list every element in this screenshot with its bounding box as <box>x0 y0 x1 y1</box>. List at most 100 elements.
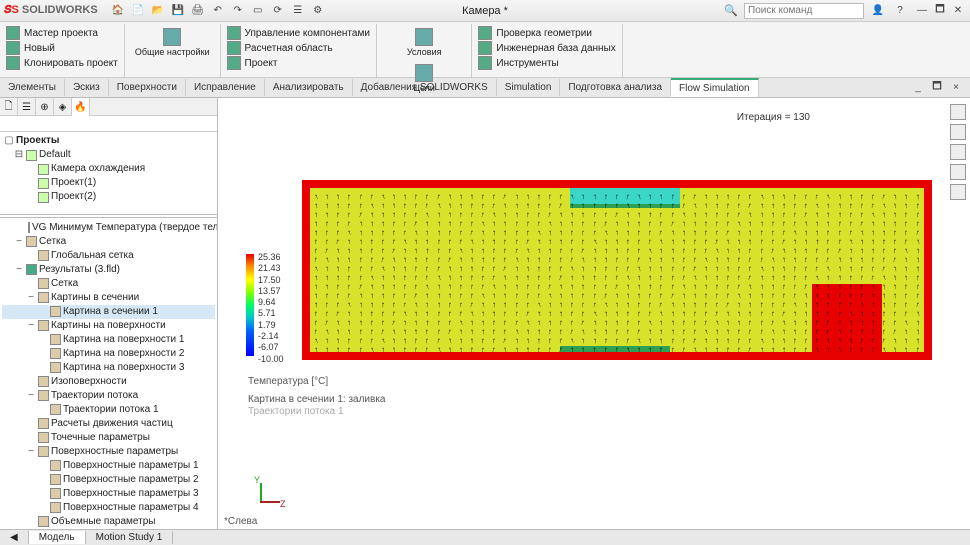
panel-tab-feature[interactable]: 🗋 <box>0 98 18 116</box>
tab-nav-prev[interactable]: ◀ <box>0 531 29 544</box>
home-icon[interactable]: 🏠 <box>110 3 126 19</box>
settings-icon[interactable]: ⚙ <box>310 3 326 19</box>
cmd-tab[interactable]: Добавления SOLIDWORKS <box>353 79 497 96</box>
panel-tab-property[interactable]: ☰ <box>18 98 36 116</box>
maximize-button[interactable]: 🗖 <box>932 4 948 18</box>
open-icon[interactable]: 📂 <box>150 3 166 19</box>
cmd-tab[interactable]: Поверхности <box>109 79 186 96</box>
doc-close-icon[interactable]: × <box>948 80 964 96</box>
help-icon[interactable]: ? <box>892 3 908 19</box>
tree-node[interactable]: Точечные параметры <box>2 431 215 445</box>
tree-node[interactable]: Поверхностные параметры 1 <box>2 459 215 473</box>
cmd-tab[interactable]: Элементы <box>0 79 65 96</box>
tree-node[interactable]: − Поверхностные параметры <box>2 445 215 459</box>
tree-node[interactable]: Объемные параметры <box>2 515 215 529</box>
clone-project-label[interactable]: Клонировать проект <box>24 58 118 69</box>
general-settings-button[interactable]: Общие настройки <box>131 26 214 60</box>
doc-min-icon[interactable]: _ <box>910 80 926 96</box>
tree-node[interactable]: Картина на поверхности 1 <box>2 333 215 347</box>
undo-icon[interactable]: ↶ <box>210 3 226 19</box>
tree-node[interactable]: Проект(1) <box>2 176 215 190</box>
components-label[interactable]: Управление компонентами <box>245 28 370 39</box>
domain-label[interactable]: Расчетная область <box>245 43 333 54</box>
tree-node[interactable]: − Картины в сечении <box>2 291 215 305</box>
project-label[interactable]: Проект <box>245 58 278 69</box>
tree-node[interactable]: Камера охлаждения <box>2 162 215 176</box>
cmd-tab[interactable]: Анализировать <box>265 79 353 96</box>
analysis-tree[interactable]: VG Минимум Температура (твердое тело) 2 … <box>0 219 217 529</box>
tree-node[interactable]: Расчеты движения частиц <box>2 417 215 431</box>
tree-node[interactable]: Поверхностные параметры 3 <box>2 487 215 501</box>
minimize-button[interactable]: — <box>914 4 930 18</box>
tree-node[interactable]: Сетка <box>2 277 215 291</box>
ribbon-button[interactable]: Условия <box>383 26 465 60</box>
bottom-tab[interactable]: Motion Study 1 <box>86 531 174 544</box>
panel-splitter[interactable] <box>0 214 217 218</box>
tree-node[interactable]: Траектории потока 1 <box>2 403 215 417</box>
tree-node[interactable]: − Сетка <box>2 235 215 249</box>
top-view-icon[interactable] <box>950 104 966 120</box>
tree-node[interactable]: Изоповерхности <box>2 375 215 389</box>
graphics-viewport[interactable]: Итерация = 130 25.3621.4317.5013.579.645… <box>218 98 970 529</box>
project-tree[interactable]: ▢Проекты⊟ Default Камера охлаждения Прое… <box>0 132 217 213</box>
ribbon-group-settings: Общие настройки <box>125 24 221 77</box>
bottom-tab[interactable]: Модель <box>29 531 86 544</box>
view-triad: Y Z <box>254 479 284 509</box>
right-view-icon[interactable] <box>950 144 966 160</box>
color-legend-labels: 25.3621.4317.5013.579.645.711.79-2.14-6.… <box>258 252 284 365</box>
cmd-tab[interactable]: Исправление <box>186 79 265 96</box>
select-icon[interactable]: ▭ <box>250 3 266 19</box>
triad-y: Y <box>254 475 260 485</box>
panel-sub-strip <box>0 116 217 132</box>
bottom-tab-bar: ◀ МодельMotion Study 1 <box>0 529 970 545</box>
ribbon-icon <box>415 28 433 46</box>
doc-max-icon[interactable]: 🗖 <box>929 80 945 96</box>
tree-node[interactable]: − Результаты (3.fld) <box>2 263 215 277</box>
plot-caption-2: Траектории потока 1 <box>248 406 344 417</box>
normal-view-icon[interactable] <box>950 184 966 200</box>
front-view-icon[interactable] <box>950 124 966 140</box>
tree-node[interactable]: Картина на поверхности 3 <box>2 361 215 375</box>
command-search-input[interactable] <box>744 3 864 19</box>
cmd-tab[interactable]: Simulation <box>497 79 561 96</box>
cmd-tab[interactable]: Подготовка анализа <box>560 79 671 96</box>
print-icon[interactable]: 🖨 <box>190 3 206 19</box>
cmd-tab[interactable]: Flow Simulation <box>671 78 759 97</box>
wizard-icon <box>6 26 20 40</box>
tree-node[interactable]: VG Минимум Температура (твердое тело) 2 … <box>2 221 215 235</box>
panel-tab-config[interactable]: ⊕ <box>36 98 54 116</box>
database-label[interactable]: Инженерная база данных <box>496 43 615 54</box>
tree-node[interactable]: Поверхностные параметры 4 <box>2 501 215 515</box>
rebuild-icon[interactable]: ⟳ <box>270 3 286 19</box>
panel-tab-display[interactable]: ◈ <box>54 98 72 116</box>
wizard-label[interactable]: Мастер проекта <box>24 28 98 39</box>
tools-label[interactable]: Инструменты <box>496 58 558 69</box>
redo-icon[interactable]: ↷ <box>230 3 246 19</box>
tree-node[interactable]: − Картины на поверхности <box>2 319 215 333</box>
triad-z: Z <box>280 499 286 509</box>
cmd-tab[interactable]: Эскиз <box>65 79 109 96</box>
options-icon[interactable]: ☰ <box>290 3 306 19</box>
iso-view-icon[interactable] <box>950 164 966 180</box>
document-title: Камера * <box>462 5 508 17</box>
user-icon[interactable]: 👤 <box>870 3 886 19</box>
geometry-check-label[interactable]: Проверка геометрии <box>496 28 592 39</box>
tree-node[interactable]: Проект(2) <box>2 190 215 204</box>
tree-root[interactable]: ▢Проекты <box>2 134 215 148</box>
panel-tab-flow[interactable]: 🔥 <box>72 98 90 116</box>
tree-node[interactable]: Картина в сечении 1 <box>2 305 215 319</box>
tree-node[interactable]: Картина на поверхности 2 <box>2 347 215 361</box>
tree-node[interactable]: − Траектории потока <box>2 389 215 403</box>
tree-node[interactable]: Глобальная сетка <box>2 249 215 263</box>
new-icon[interactable]: 📄 <box>130 3 146 19</box>
new-project-label[interactable]: Новый <box>24 43 55 54</box>
new-project-icon <box>6 41 20 55</box>
title-bar: 𝑺S SOLIDWORKS 🏠 📄 📂 💾 🖨 ↶ ↷ ▭ ⟳ ☰ ⚙ Каме… <box>0 0 970 22</box>
save-icon[interactable]: 💾 <box>170 3 186 19</box>
tree-node[interactable]: Поверхностные параметры 2 <box>2 473 215 487</box>
close-button[interactable]: ✕ <box>950 4 966 18</box>
right-icon-strip <box>950 104 968 200</box>
tree-node[interactable]: ⊟ Default <box>2 148 215 162</box>
simulation-plot: ↑↑↑↑↑↑↑↑↑↑↑↑↑↑↑↑↑↑↑↑↑↑↑↑↑↑↑↑↑↑↑↑↑↑↑↑↑↑↑↑… <box>302 180 932 360</box>
database-icon <box>478 41 492 55</box>
